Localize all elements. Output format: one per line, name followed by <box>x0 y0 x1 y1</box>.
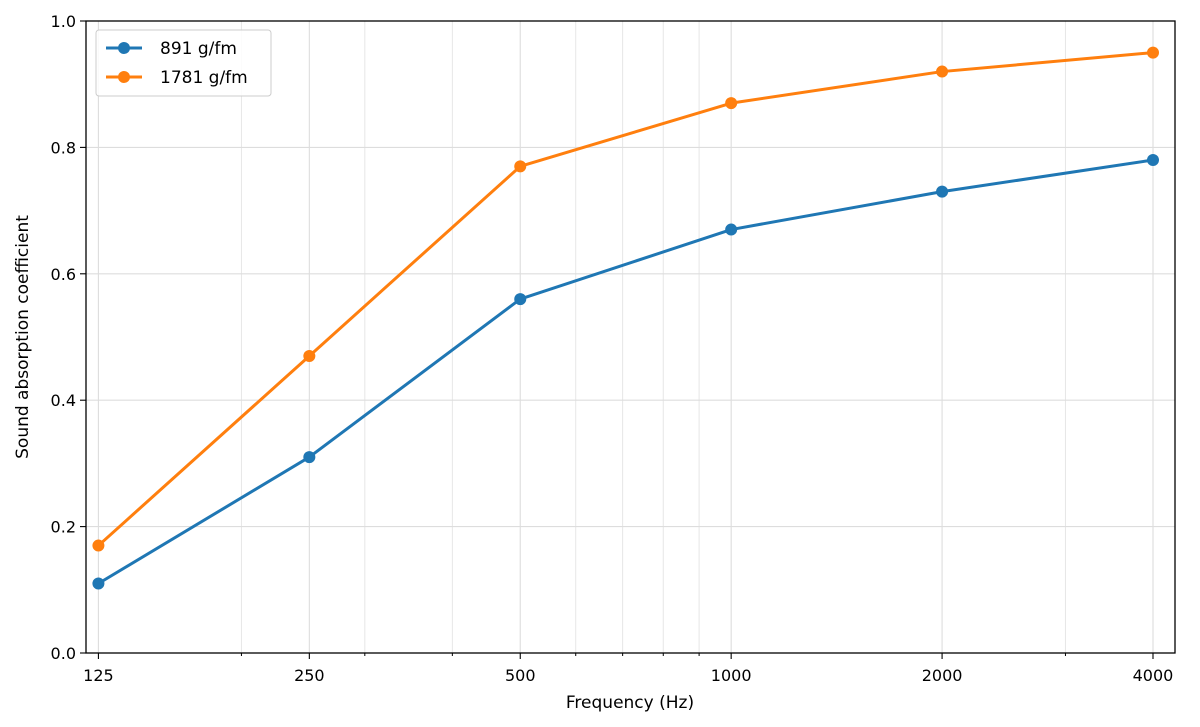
x-axis-label: Frequency (Hz) <box>566 693 694 713</box>
series-layer <box>92 46 1159 590</box>
y-tick-label: 0.2 <box>51 518 76 537</box>
data-point-series-2 <box>936 65 949 78</box>
data-point-series-1 <box>725 223 738 236</box>
data-point-series-1 <box>303 451 316 464</box>
data-point-series-2 <box>303 349 316 362</box>
legend-marker-2 <box>118 71 130 83</box>
y-tick-label: 0.8 <box>51 138 76 157</box>
series-line-1 <box>96 158 1155 585</box>
x-tick-label: 1000 <box>711 666 752 685</box>
data-point-series-2 <box>725 97 738 110</box>
data-point-series-2 <box>1146 46 1159 59</box>
y-tick-label: 0.6 <box>51 265 76 284</box>
x-tick-label: 2000 <box>922 666 963 685</box>
x-tick-label: 4000 <box>1133 666 1174 685</box>
axis-ticks: 125 250 500 1000 2000 4000 0.0 0.2 0.4 0.6 0.8 1.0 <box>51 12 1174 685</box>
data-point-series-2 <box>514 160 527 173</box>
data-point-series-1 <box>514 293 527 306</box>
data-point-series-2 <box>92 539 105 552</box>
x-tick-label: 125 <box>83 666 114 685</box>
x-tick-label: 500 <box>505 666 536 685</box>
y-tick-label: 0.4 <box>51 391 76 410</box>
legend: 891 g/fm 1781 g/fm <box>95 29 272 97</box>
legend-label-2: 1781 g/fm <box>160 68 248 88</box>
y-axis-label: Sound absorption coefficient <box>13 215 33 459</box>
data-point-series-1 <box>936 185 949 198</box>
y-tick-label: 0.0 <box>51 644 76 663</box>
grid <box>86 20 1175 654</box>
plot-frame <box>85 20 1176 654</box>
series-line-2 <box>96 51 1155 548</box>
legend-marker-1 <box>118 42 130 54</box>
x-tick-label: 250 <box>294 666 325 685</box>
data-point-series-1 <box>1146 154 1159 167</box>
y-tick-label: 1.0 <box>51 12 76 31</box>
legend-label-1: 891 g/fm <box>160 39 237 59</box>
data-point-series-1 <box>92 577 105 590</box>
